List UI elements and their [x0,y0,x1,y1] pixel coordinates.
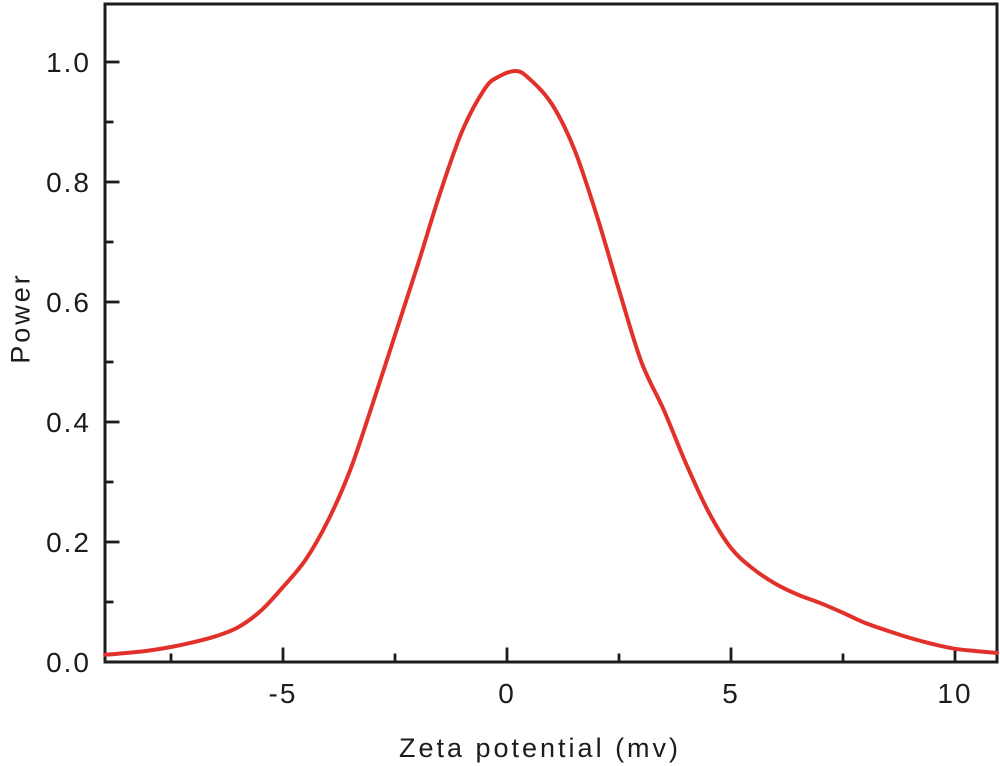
x-axis-title: Zeta potential (mv) [398,733,682,763]
y-tick-label: 0.0 [46,647,91,678]
y-tick-label: 1.0 [46,47,91,78]
y-tick-label: 0.6 [46,287,91,318]
y-axis-title: Power [5,272,36,364]
x-tick-label: 0 [498,678,516,709]
x-tick-label: -5 [269,678,298,709]
y-tick-label: 0.8 [46,167,91,198]
plot-frame [103,2,999,664]
y-tick-label: 0.4 [46,407,91,438]
x-tick-label: 10 [937,678,972,709]
power-curve [103,68,1000,657]
y-tick-label: 0.2 [46,527,91,558]
x-tick-label: 5 [722,678,740,709]
